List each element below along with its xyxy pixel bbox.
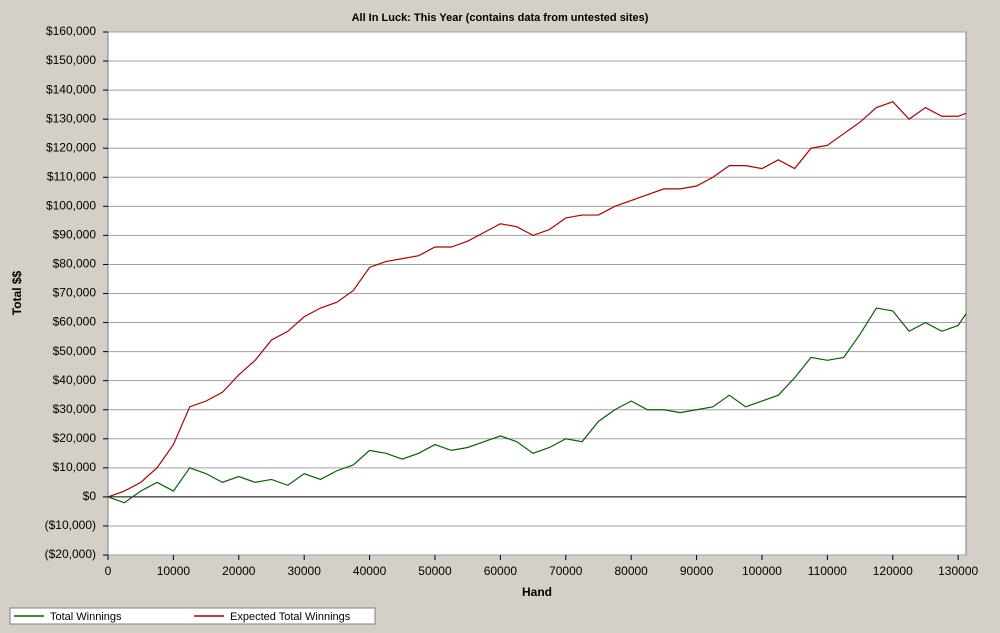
x-tick-label: 50000: [418, 564, 452, 578]
y-tick-label: $20,000: [53, 431, 97, 445]
y-tick-label: ($20,000): [45, 547, 96, 561]
y-tick-label: $130,000: [46, 111, 96, 125]
x-tick-label: 80000: [614, 564, 648, 578]
y-tick-label: $140,000: [46, 82, 96, 96]
x-tick-label: 130000: [938, 564, 978, 578]
x-tick-label: 20000: [222, 564, 256, 578]
y-tick-label: $80,000: [53, 257, 97, 271]
chart-title: All In Luck: This Year (contains data fr…: [352, 12, 649, 24]
y-tick-label: $150,000: [46, 53, 96, 67]
x-tick-label: 10000: [157, 564, 191, 578]
y-tick-label: $30,000: [53, 402, 97, 416]
x-tick-label: 70000: [549, 564, 583, 578]
x-tick-label: 0: [105, 564, 112, 578]
legend-label: Total Winnings: [50, 611, 122, 623]
y-tick-label: $60,000: [53, 315, 97, 329]
y-tick-label: $120,000: [46, 140, 96, 154]
x-tick-label: 120000: [873, 564, 913, 578]
x-axis-title: Hand: [522, 585, 552, 599]
x-tick-label: 60000: [484, 564, 518, 578]
x-tick-label: 110000: [808, 564, 847, 578]
legend-label: Expected Total Winnings: [230, 611, 351, 623]
x-tick-label: 90000: [680, 564, 714, 578]
y-tick-label: ($10,000): [45, 518, 96, 532]
legend-box: [9, 607, 376, 625]
y-tick-label: $90,000: [53, 228, 97, 242]
y-tick-label: $160,000: [46, 24, 96, 38]
series-line: [107, 307, 967, 504]
y-tick-label: $0: [83, 489, 97, 503]
y-axis-title: Total $$: [10, 270, 24, 315]
y-tick-label: $10,000: [53, 460, 97, 474]
x-tick-label: 40000: [353, 564, 387, 578]
y-tick-label: $110,000: [47, 169, 96, 183]
y-tick-label: $40,000: [53, 373, 97, 387]
x-tick-label: 30000: [288, 564, 322, 578]
y-tick-label: $100,000: [46, 199, 96, 213]
x-tick-label: 100000: [742, 564, 782, 578]
series-line: [107, 101, 967, 498]
y-tick-label: $70,000: [53, 286, 97, 300]
y-tick-label: $50,000: [53, 344, 97, 358]
